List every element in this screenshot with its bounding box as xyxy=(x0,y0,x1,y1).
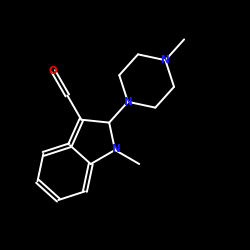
Text: N: N xyxy=(124,97,132,107)
Text: N: N xyxy=(161,55,170,65)
Text: N: N xyxy=(112,144,120,154)
Text: O: O xyxy=(49,66,58,76)
